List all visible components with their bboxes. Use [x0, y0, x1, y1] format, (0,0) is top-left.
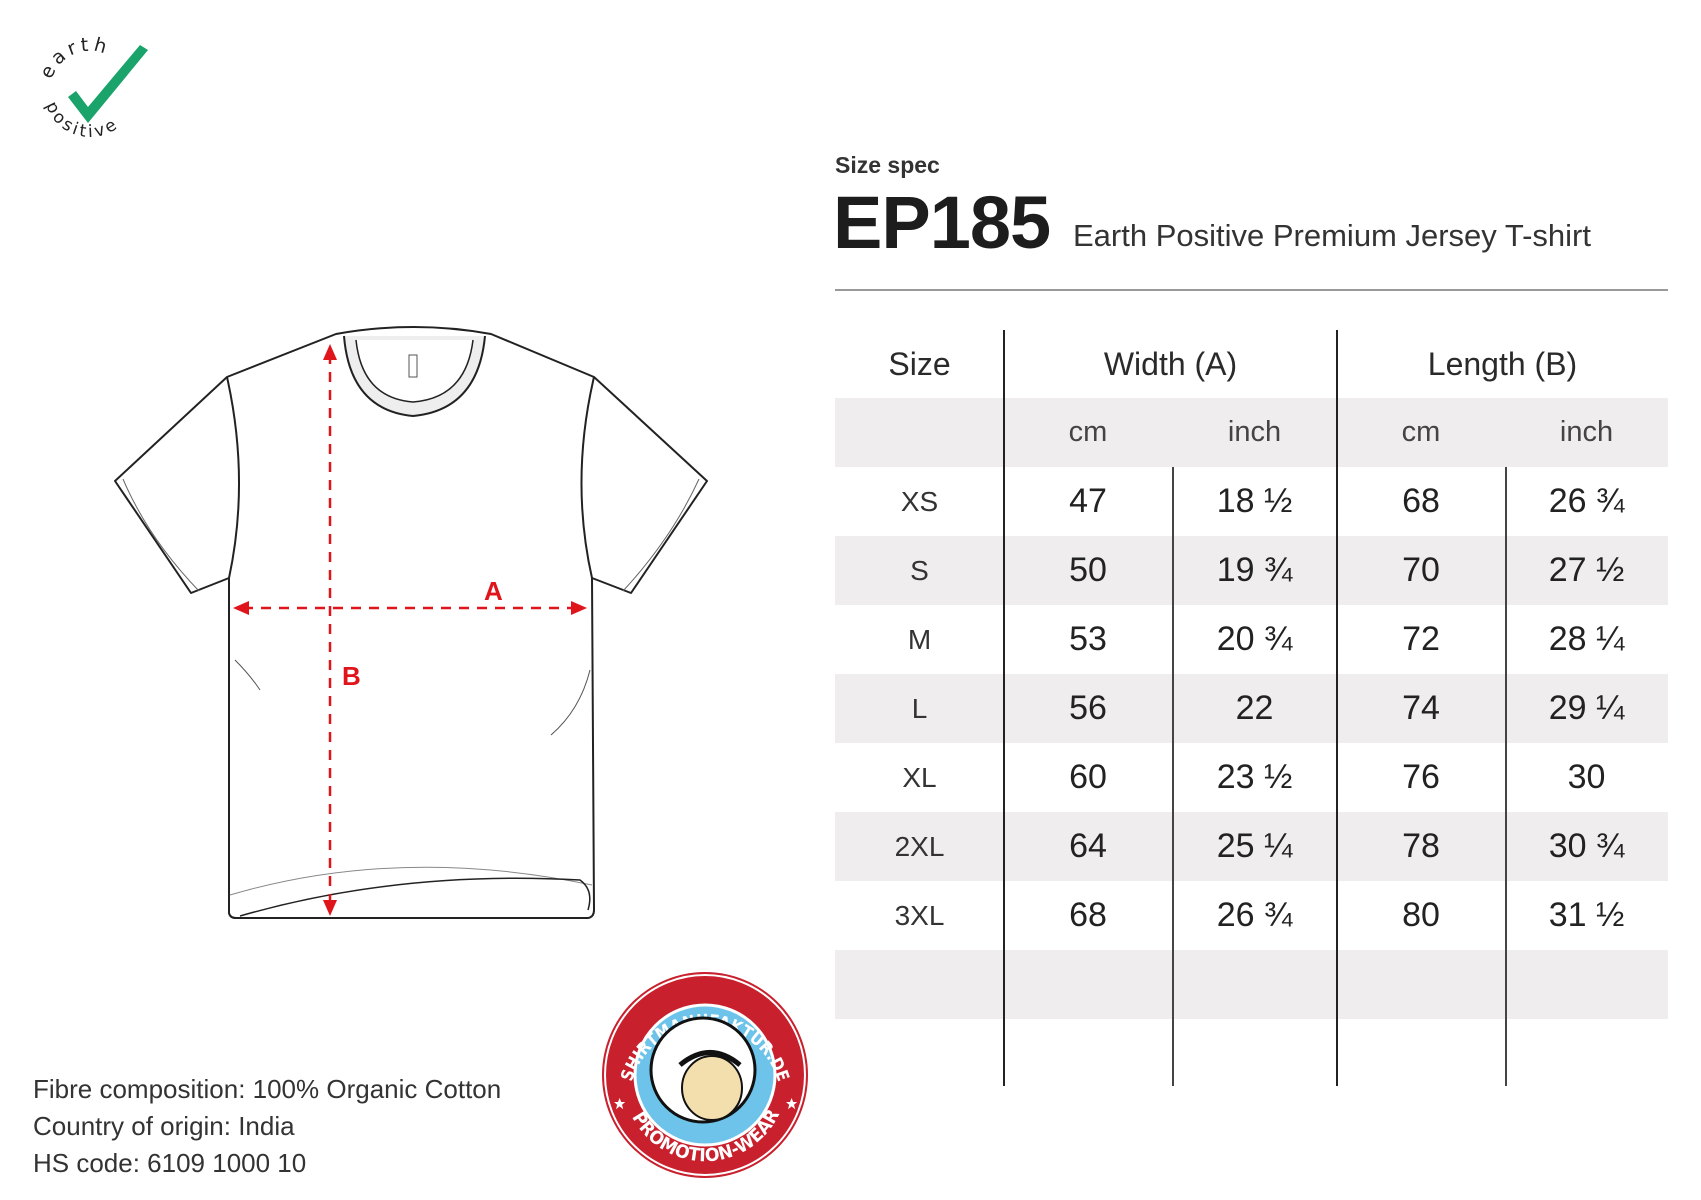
unit-length-cm: cm	[1401, 416, 1441, 448]
hs-code: HS code: 6109 1000 10	[33, 1148, 307, 1178]
cell-width-cm: 53	[1069, 620, 1107, 658]
logo-text-top: earth	[36, 34, 109, 83]
country-of-origin: Country of origin: India	[33, 1111, 295, 1141]
size-table: Size Width (A) Length (B) cm inch cm inc…	[835, 330, 1668, 1086]
cell-width-cm: 60	[1069, 758, 1107, 796]
cell-length-cm: 68	[1402, 482, 1440, 520]
header-length: Length (B)	[1427, 345, 1578, 382]
table-row: M 53 20 ¾ 72 28 ¼	[835, 605, 1668, 674]
cell-width-cm: 47	[1069, 482, 1107, 520]
column-divider	[1003, 330, 1005, 1086]
divider	[835, 289, 1668, 291]
column-divider	[1505, 467, 1507, 1086]
cell-length-cm: 78	[1402, 827, 1440, 865]
cell-size: M	[907, 623, 932, 655]
unit-length-inch: inch	[1559, 416, 1614, 448]
cell-size: 3XL	[894, 899, 945, 931]
cell-size: XL	[902, 761, 937, 793]
cell-length-cm: 76	[1402, 758, 1440, 796]
cell-length-cm: 74	[1402, 689, 1440, 727]
column-divider	[1172, 467, 1174, 1086]
cell-length-inch: 26 ¾	[1548, 482, 1625, 520]
product-title: Earth Positive Premium Jersey T-shirt	[1073, 218, 1591, 253]
checkmark-icon	[68, 45, 148, 123]
unit-width-inch: inch	[1227, 416, 1282, 448]
unit-row: cm inch cm inch	[835, 398, 1668, 467]
cell-size: L	[911, 692, 928, 724]
cell-width-inch: 22	[1235, 689, 1274, 727]
svg-text:earth: earth	[36, 34, 113, 83]
table-row: L 56 22 74 29 ¼	[835, 674, 1668, 743]
cell-width-inch: 25 ¼	[1216, 827, 1293, 865]
cell-width-cm: 50	[1069, 551, 1107, 589]
cell-length-cm: 72	[1402, 620, 1440, 658]
table-row: S 50 19 ¾ 70 27 ½	[835, 536, 1668, 605]
star-icon	[786, 1098, 798, 1110]
cell-length-inch: 29 ¼	[1548, 689, 1625, 727]
cell-width-inch: 18 ½	[1216, 482, 1293, 520]
fibre-composition: Fibre composition: 100% Organic Cotton	[33, 1074, 502, 1104]
table-row: XS 47 18 ½ 68 26 ¾	[835, 467, 1668, 536]
cell-length-inch: 31 ½	[1548, 896, 1625, 934]
shirtmanufaktur-badge: SHIRTMANUFAKTUR.DE PROMOTION-WEAR	[602, 972, 808, 1178]
label-b: B	[342, 661, 361, 691]
cell-length-inch: 30 ¾	[1548, 827, 1625, 865]
cell-width-inch: 20 ¾	[1216, 620, 1293, 658]
product-code: EP185	[833, 181, 1051, 264]
header-row: Size Width (A) Length (B)	[835, 330, 1668, 398]
cell-size: 2XL	[894, 830, 945, 862]
cell-size: XS	[900, 485, 939, 517]
cell-width-inch: 26 ¾	[1216, 896, 1293, 934]
table-row: 2XL 64 25 ¼ 78 30 ¾	[835, 812, 1668, 881]
earth-positive-logo: earth positive	[36, 34, 148, 142]
cell-length-inch: 27 ½	[1548, 551, 1625, 589]
cell-size: S	[910, 554, 929, 586]
unit-width-cm: cm	[1068, 416, 1108, 448]
cell-length-cm: 80	[1402, 896, 1440, 934]
column-divider	[1336, 330, 1338, 1086]
header-width: Width (A)	[1103, 345, 1238, 382]
size-spec-label: Size spec	[835, 152, 940, 178]
cell-width-cm: 68	[1069, 896, 1107, 934]
table-row: 3XL 68 26 ¾ 80 31 ½	[835, 881, 1668, 950]
cell-width-inch: 19 ¾	[1216, 551, 1293, 589]
cell-width-inch: 23 ½	[1216, 758, 1293, 796]
cell-width-cm: 64	[1069, 827, 1107, 865]
cell-length-cm: 70	[1402, 551, 1440, 589]
star-icon	[614, 1098, 626, 1110]
table-row: XL 60 23 ½ 76 30	[835, 743, 1668, 812]
tshirt-diagram: A B	[114, 326, 708, 919]
cell-length-inch: 30	[1567, 758, 1606, 796]
empty-row	[835, 950, 1668, 1019]
cell-width-cm: 56	[1069, 689, 1107, 727]
label-a: A	[484, 576, 503, 606]
cell-length-inch: 28 ¼	[1548, 620, 1625, 658]
header-size: Size	[888, 345, 951, 382]
